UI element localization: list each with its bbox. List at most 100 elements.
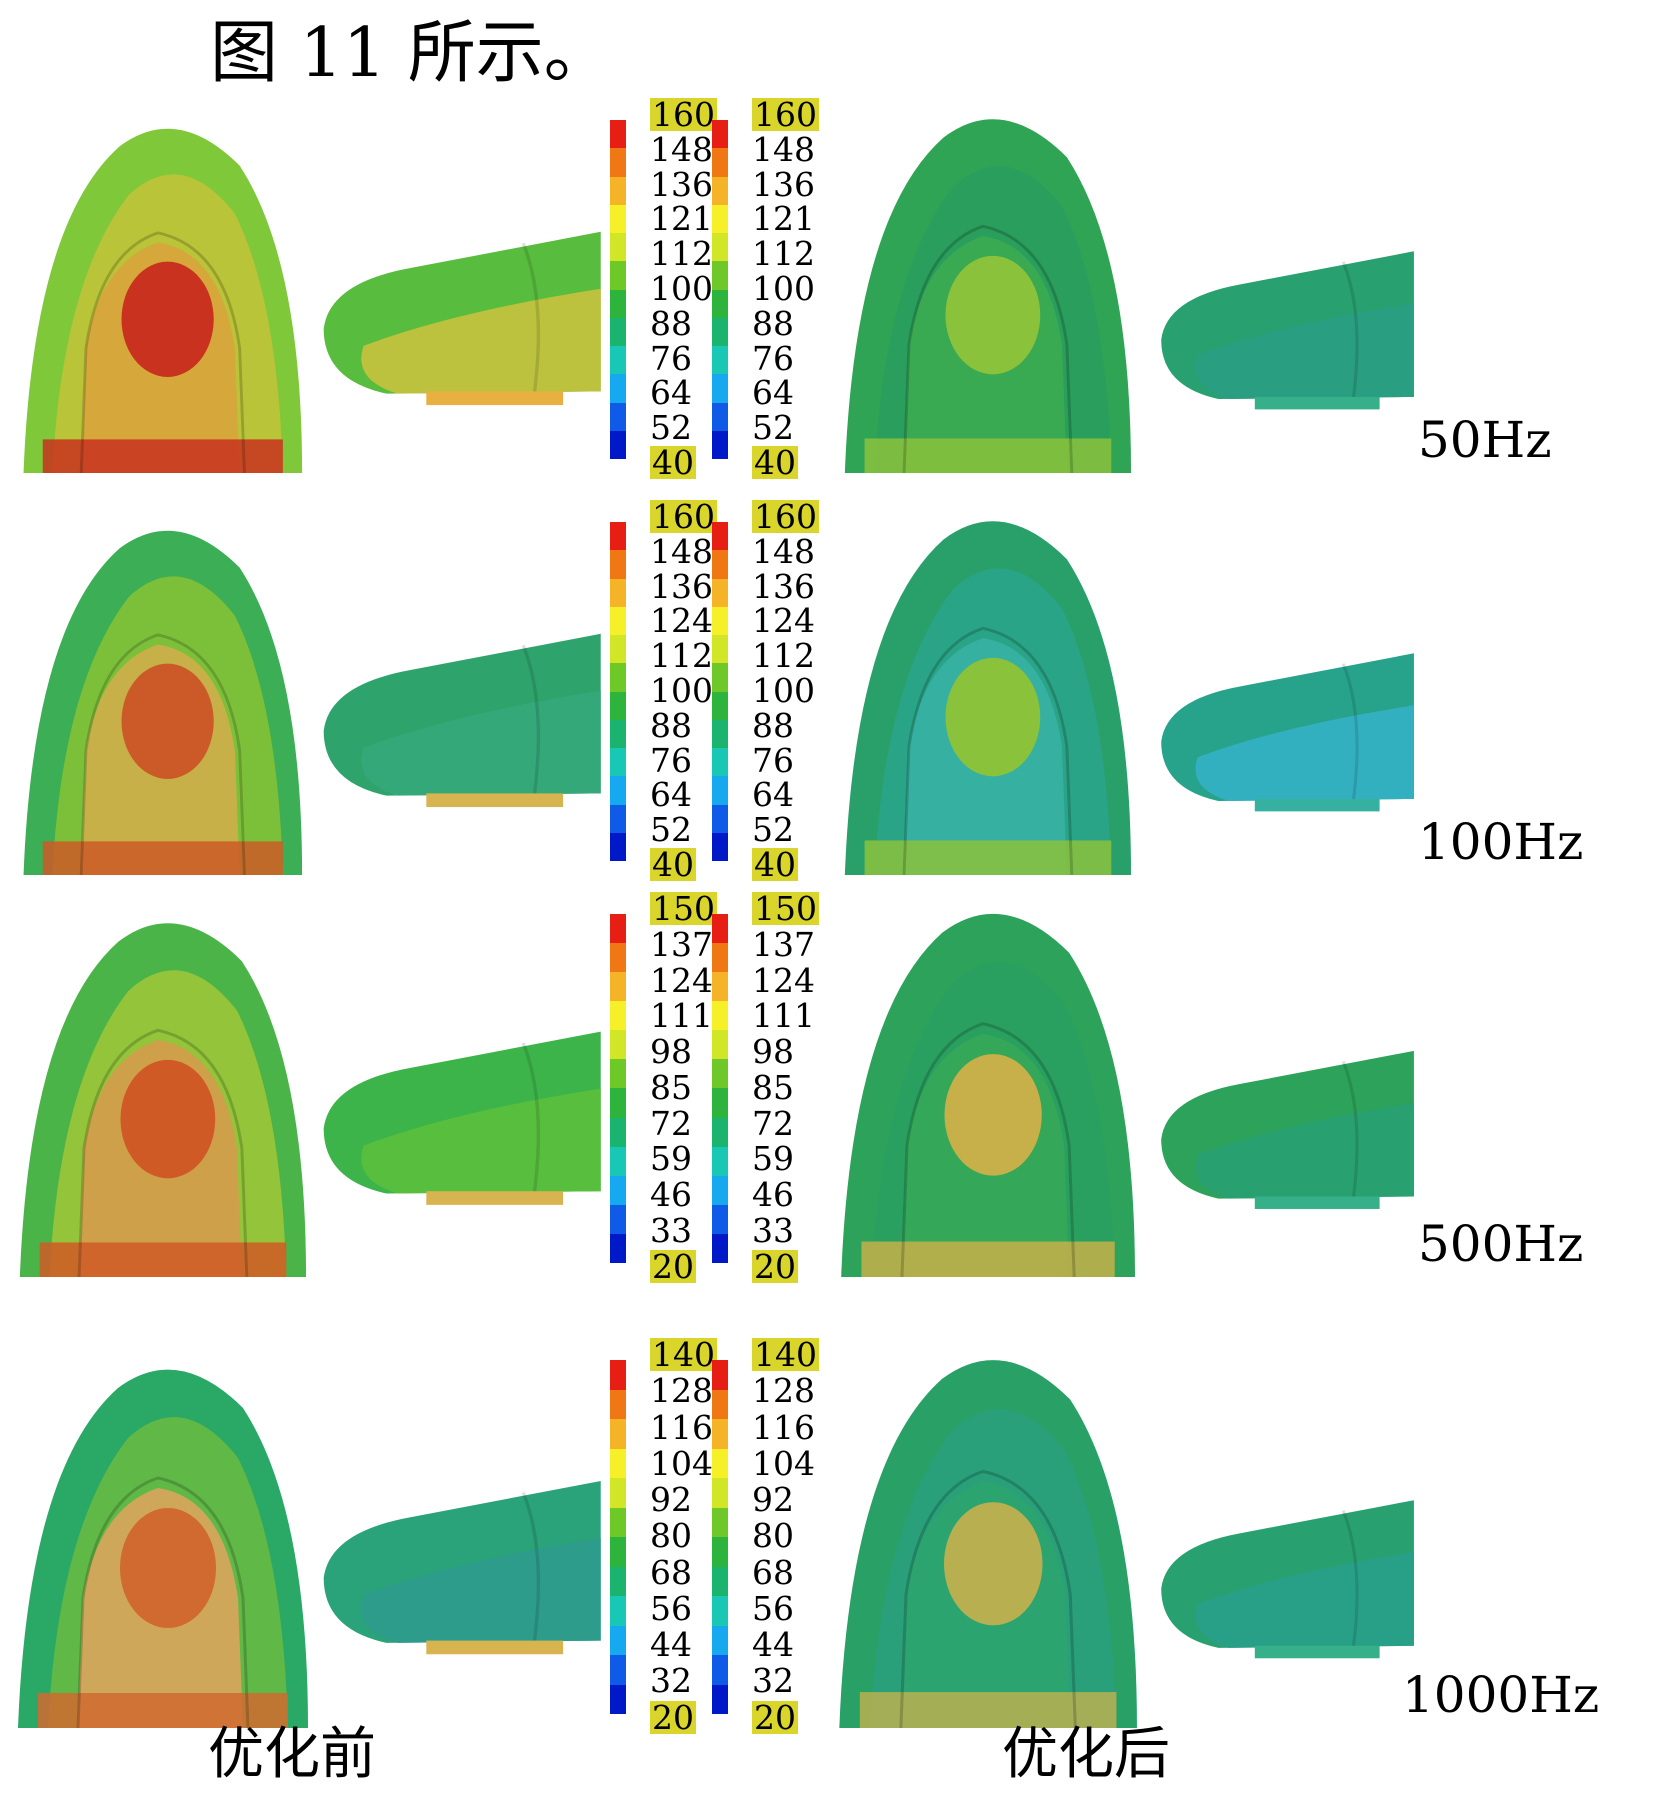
frequency-label: 50Hz [1418, 411, 1552, 469]
tick-label: 148 [752, 129, 815, 169]
color-scale-segment [610, 261, 626, 290]
nose-front-view [23, 530, 303, 876]
color-scale-segment [610, 691, 626, 720]
tick-label: 44 [752, 1625, 794, 1665]
tick-label: 52 [752, 810, 794, 850]
color-scale-segment [610, 148, 626, 177]
color-scale-segment [610, 1596, 626, 1626]
color-scale-segment [610, 606, 626, 635]
tick-label: 72 [650, 1103, 692, 1143]
frequency-row: 160 148 136 121 112 100 88 76 64 52 40 160 148 136 121… [0, 98, 1674, 480]
tick-label: 160 [752, 497, 819, 536]
color-scale-segment [610, 1448, 626, 1478]
color-scale-segment [610, 972, 626, 1002]
tick-label: 140 [752, 1335, 819, 1374]
frequency-label: 1000Hz [1402, 1666, 1600, 1724]
color-legend-before: 150 137 124 111 98 85 72 59 46 33 20 [610, 892, 717, 1283]
color-scale-segment [712, 606, 728, 635]
color-scale-segment [712, 317, 728, 346]
color-scale-segment [712, 1175, 728, 1205]
color-scale-segment [712, 972, 728, 1002]
tick-label: 92 [752, 1480, 794, 1520]
tick-label: 52 [650, 408, 692, 448]
color-scale-segment [610, 1655, 626, 1685]
color-legend-before: 160 148 136 124 112 100 88 76 64 52 40 [610, 500, 717, 882]
color-scale-segment [610, 346, 626, 375]
tick-label: 121 [752, 199, 815, 239]
nose-side-view [1161, 1500, 1414, 1659]
tick-label: 140 [650, 1335, 717, 1374]
color-scale-segment [712, 1684, 728, 1714]
color-scale-segment [610, 663, 626, 692]
tick-label: 116 [650, 1407, 713, 1447]
color-scale-segment [712, 1233, 728, 1263]
tick-label: 112 [752, 636, 815, 676]
color-scale-segment [712, 1204, 728, 1234]
color-scale-segment [712, 120, 728, 149]
nose-side-view [1161, 251, 1414, 410]
color-scale-segment [712, 914, 728, 944]
tick-label: 20 [650, 1697, 696, 1737]
color-scale-segment [712, 719, 728, 748]
tick-label: 33 [752, 1211, 794, 1251]
tick-label: 100 [650, 671, 713, 711]
color-scale-segment [712, 1030, 728, 1060]
color-scale-segment [712, 691, 728, 720]
tick-label: 59 [752, 1139, 794, 1179]
color-scale-segment [712, 1117, 728, 1147]
tick-label: 104 [650, 1443, 713, 1483]
color-scale-segment [610, 233, 626, 262]
color-scale-segment [712, 1596, 728, 1626]
frequency-label: 500Hz [1418, 1215, 1584, 1273]
tick-label: 33 [650, 1211, 692, 1251]
label-after-optimization: 优化后 [1002, 1722, 1170, 1787]
nose-side-view [323, 633, 601, 808]
tick-label: 148 [650, 129, 713, 169]
color-scale-segment [610, 1146, 626, 1176]
tick-label: 32 [752, 1661, 794, 1701]
color-scale-segment [610, 804, 626, 833]
color-scale-segment [610, 1537, 626, 1567]
color-scale-segment [712, 1625, 728, 1655]
color-scale-segment [712, 1360, 728, 1390]
color-scale-segment [610, 1566, 626, 1596]
tick-label: 111 [650, 996, 713, 1036]
color-scale-segment [610, 1117, 626, 1147]
color-scale-segment [712, 1001, 728, 1031]
tick-label: 88 [752, 303, 794, 343]
frequency-row: 140 128 116 104 92 80 68 56 44 32 20 140 128 116 104 92… [0, 1335, 1674, 1734]
color-scale-bar [712, 914, 728, 1263]
tick-label: 137 [752, 924, 815, 964]
tick-label: 160 [650, 497, 717, 536]
color-scale-segment [712, 1448, 728, 1478]
tick-label: 112 [752, 234, 815, 274]
tick-label: 68 [650, 1552, 692, 1592]
color-scale-segment [610, 748, 626, 777]
color-scale-segment [712, 1507, 728, 1537]
tick-label: 124 [650, 601, 713, 641]
tick-label: 76 [752, 740, 794, 780]
color-scale-segment [712, 374, 728, 403]
color-scale-segment [610, 1088, 626, 1118]
tick-label: 40 [650, 845, 696, 885]
color-scale-segment [712, 1146, 728, 1176]
tick-label: 128 [650, 1371, 713, 1411]
color-scale-bar [712, 1360, 728, 1714]
tick-label: 136 [752, 566, 815, 606]
color-scale-segment [712, 522, 728, 551]
color-scale-segment [610, 289, 626, 318]
color-scale-segment [610, 776, 626, 805]
nose-side-view [1161, 653, 1414, 812]
color-scale-segment [610, 1360, 626, 1390]
tick-label: 88 [752, 705, 794, 745]
tick-label: 88 [650, 303, 692, 343]
nose-side-view [323, 231, 601, 406]
color-scale-segment [610, 1233, 626, 1263]
tick-label: 40 [650, 443, 696, 483]
tick-label: 100 [752, 269, 815, 309]
nose-front-view [18, 1369, 308, 1729]
color-scale-segment [610, 317, 626, 346]
tick-label: 76 [650, 338, 692, 378]
tick-label: 46 [650, 1175, 692, 1215]
tick-label: 112 [650, 636, 713, 676]
